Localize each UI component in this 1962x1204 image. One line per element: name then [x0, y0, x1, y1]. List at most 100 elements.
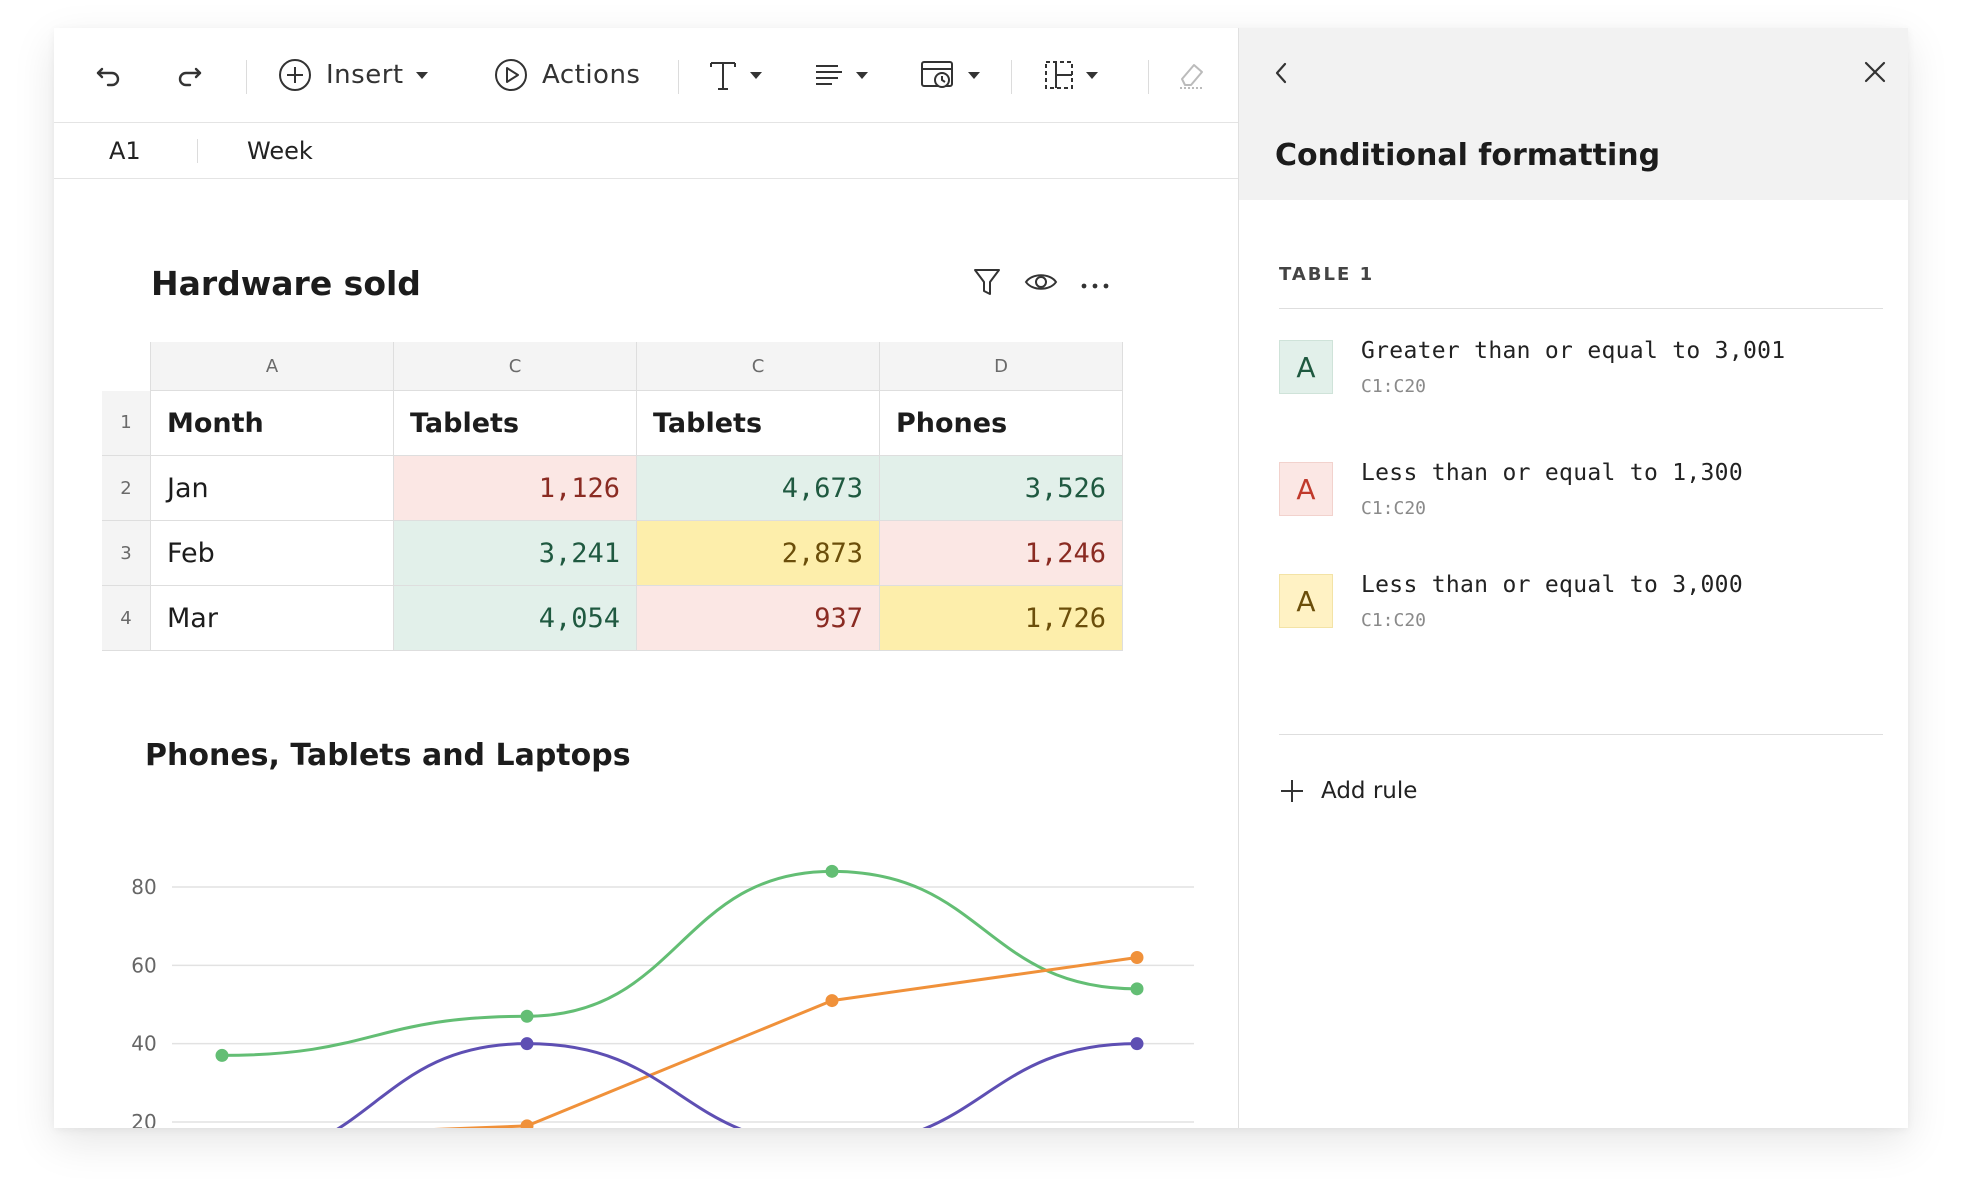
- caret-down-icon: [1086, 71, 1098, 79]
- value-cell[interactable]: 937: [636, 585, 880, 651]
- add-rule-button[interactable]: Add rule: [1279, 778, 1417, 804]
- formula-bar-divider: [197, 139, 198, 163]
- rules-divider: [1279, 734, 1883, 735]
- redo-icon: [178, 67, 202, 87]
- rule-swatch: A: [1279, 340, 1333, 394]
- more-horizontal-icon: [1081, 283, 1109, 288]
- table-row: 2 Jan 1,126 4,673 3,526: [102, 455, 1123, 521]
- value-cell[interactable]: 4,673: [636, 455, 880, 521]
- section-label: TABLE 1: [1279, 264, 1375, 285]
- toolbar-divider: [1148, 60, 1149, 94]
- month-cell[interactable]: Mar: [150, 585, 394, 651]
- more-button[interactable]: [1080, 275, 1110, 294]
- insert-label: Insert: [326, 60, 404, 90]
- data-point[interactable]: [215, 1048, 229, 1062]
- eraser-button[interactable]: [1176, 59, 1208, 91]
- filter-icon: [974, 269, 1000, 295]
- row-number[interactable]: 2: [102, 455, 151, 521]
- rule-swatch: A: [1279, 574, 1333, 628]
- plus-icon: [1281, 780, 1303, 802]
- value-cell[interactable]: 3,241: [393, 520, 637, 586]
- sheet-area: Insert Actions: [54, 28, 1238, 1128]
- column-header[interactable]: C: [636, 342, 880, 391]
- rule-swatch: A: [1279, 462, 1333, 516]
- value-cell[interactable]: 1,246: [879, 520, 1123, 586]
- redo-button[interactable]: [174, 60, 204, 90]
- plus-circle-icon: [279, 59, 311, 91]
- row-number[interactable]: 3: [102, 520, 151, 586]
- row-number[interactable]: 1: [102, 390, 151, 456]
- insert-button[interactable]: Insert: [278, 58, 428, 92]
- y-tick-label: 40: [131, 1032, 156, 1056]
- cell-reference[interactable]: A1: [109, 137, 141, 165]
- close-button[interactable]: [1861, 58, 1889, 90]
- format-rule[interactable]: A Greater than or equal to 3,001 C1:C20: [1279, 338, 1883, 418]
- play-circle-icon: [495, 59, 527, 91]
- data-point[interactable]: [1130, 982, 1144, 996]
- column-header[interactable]: A: [150, 342, 394, 391]
- header-cell[interactable]: Phones: [879, 390, 1123, 456]
- rule-range: C1:C20: [1361, 610, 1427, 631]
- layout-button[interactable]: [1044, 59, 1098, 91]
- back-button[interactable]: [1271, 58, 1291, 92]
- data-point[interactable]: [520, 1119, 534, 1128]
- header-cell[interactable]: Tablets: [636, 390, 880, 456]
- value-cell[interactable]: 4,054: [393, 585, 637, 651]
- value-cell[interactable]: 2,873: [636, 520, 880, 586]
- data-table: A C C D 1 Month Tablets Tablets Phones 2…: [102, 342, 1123, 651]
- data-point[interactable]: [825, 994, 839, 1008]
- value-cell[interactable]: 1,726: [879, 585, 1123, 651]
- text-format-button[interactable]: [708, 59, 762, 91]
- rule-range: C1:C20: [1361, 498, 1427, 519]
- rule-range: C1:C20: [1361, 376, 1427, 397]
- data-point[interactable]: [520, 1009, 534, 1023]
- text-format-icon: [710, 62, 736, 90]
- toolbar-divider: [678, 60, 679, 94]
- month-cell[interactable]: Jan: [150, 455, 394, 521]
- visibility-button[interactable]: [1024, 270, 1058, 298]
- header-cell[interactable]: Tablets: [393, 390, 637, 456]
- row-number[interactable]: 4: [102, 585, 151, 651]
- panel-header: Conditional formatting: [1239, 28, 1908, 200]
- actions-button[interactable]: Actions: [494, 58, 640, 92]
- grid-corner: [102, 342, 151, 391]
- undo-button[interactable]: [94, 60, 124, 90]
- conditional-formatting-panel: Conditional formatting TABLE 1 A Greater…: [1239, 28, 1908, 1128]
- section-divider: [1279, 308, 1883, 309]
- rule-condition: Less than or equal to 3,000: [1361, 572, 1743, 598]
- data-point[interactable]: [1130, 1037, 1144, 1051]
- panel-title: Conditional formatting: [1275, 138, 1661, 173]
- eye-icon: [1024, 274, 1058, 290]
- header-cell[interactable]: Month: [150, 390, 394, 456]
- value-cell[interactable]: 3,526: [879, 455, 1123, 521]
- chart-style-icon: [921, 61, 953, 88]
- add-rule-label: Add rule: [1321, 778, 1418, 804]
- data-point[interactable]: [520, 1037, 534, 1051]
- series-line-1: [221, 869, 1138, 1057]
- value-cell[interactable]: 1,126: [393, 455, 637, 521]
- data-point[interactable]: [1130, 951, 1144, 964]
- rule-condition: Greater than or equal to 3,001: [1361, 338, 1786, 364]
- format-rule[interactable]: A Less than or equal to 3,000 C1:C20: [1279, 572, 1883, 652]
- undo-icon: [96, 67, 120, 87]
- line-chart: 80 60 40 20: [131, 864, 1194, 1128]
- chart-style-button[interactable]: [920, 59, 980, 91]
- chart-title: Phones, Tablets and Laptops: [145, 738, 631, 773]
- caret-down-icon: [968, 71, 980, 79]
- align-button[interactable]: [814, 62, 868, 88]
- data-point[interactable]: [825, 864, 839, 878]
- actions-label: Actions: [542, 60, 641, 90]
- rule-condition: Less than or equal to 1,300: [1361, 460, 1743, 486]
- toolbar-divider: [1011, 60, 1012, 94]
- formula-value[interactable]: Week: [247, 137, 313, 165]
- format-rule[interactable]: A Less than or equal to 1,300 C1:C20: [1279, 460, 1883, 540]
- formula-bar: A1 Week: [54, 123, 1238, 179]
- column-header[interactable]: D: [879, 342, 1123, 391]
- month-cell[interactable]: Feb: [150, 520, 394, 586]
- series-line-3: [336, 1042, 1138, 1128]
- column-header[interactable]: C: [393, 342, 637, 391]
- chevron-left-icon: [1275, 62, 1287, 84]
- y-tick-label: 20: [131, 1110, 156, 1128]
- filter-button[interactable]: [972, 266, 1002, 302]
- close-icon: [1864, 61, 1886, 83]
